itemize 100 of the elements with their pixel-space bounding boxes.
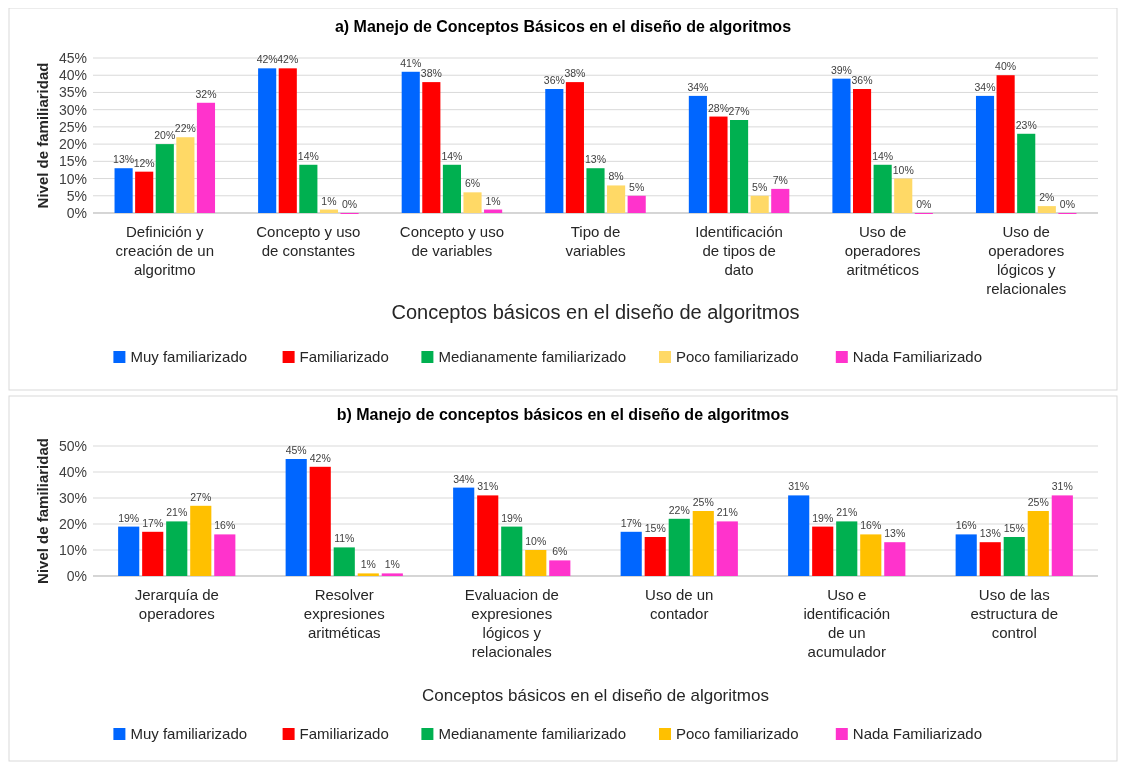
y-tick-label: 10%: [58, 542, 87, 558]
bar: [196, 102, 216, 213]
data-label: 1%: [384, 558, 400, 571]
data-label: 21%: [836, 506, 858, 519]
legend-label: Familiarizado: [299, 348, 389, 365]
data-label: 23%: [1015, 118, 1037, 131]
bar: [401, 71, 420, 213]
data-label: 38%: [420, 67, 442, 80]
data-label: 41%: [400, 56, 422, 69]
bar: [709, 116, 728, 213]
bar: [716, 521, 738, 576]
y-tick-label: 0%: [66, 205, 87, 221]
bar: [299, 164, 318, 213]
bar: [357, 573, 379, 576]
legend-label: Nada Familiarizado: [852, 348, 983, 365]
legend-label: Poco familiarizado: [676, 725, 799, 742]
bar: [190, 505, 212, 576]
data-label: 16%: [955, 519, 977, 532]
bar: [463, 192, 482, 213]
data-label: 17%: [142, 516, 164, 529]
bar: [627, 195, 646, 213]
bar: [565, 82, 584, 213]
data-label: 17%: [620, 516, 642, 529]
data-label: 36%: [543, 74, 565, 86]
bar: [1027, 511, 1049, 576]
bar: [525, 550, 547, 576]
data-label: 22%: [174, 122, 196, 135]
data-label: 27%: [190, 490, 212, 503]
x-tick-label: Jerarquía de operadores: [134, 586, 219, 622]
bar: [894, 178, 913, 213]
data-label: 25%: [1027, 496, 1049, 508]
x-tick-label: Uso e identificación de un acumulador: [803, 586, 891, 660]
bar: [258, 68, 277, 213]
y-axis-title: Nivel de familiaridad: [34, 438, 51, 584]
data-label: 13%: [584, 153, 607, 166]
bar: [278, 68, 297, 213]
bar: [422, 82, 441, 213]
data-label: 8%: [608, 170, 624, 183]
data-label: 31%: [477, 480, 499, 493]
data-label: 10%: [892, 163, 914, 176]
bar: [545, 89, 564, 213]
bar: [477, 495, 499, 576]
x-tick-label: Definición y creación de un algoritmo: [115, 223, 214, 278]
y-tick-label: 45%: [58, 50, 87, 66]
data-label: 13%: [979, 527, 1001, 540]
data-label: 0%: [1059, 198, 1075, 210]
y-tick-label: 5%: [66, 187, 87, 204]
data-label: 36%: [851, 74, 873, 86]
bar: [668, 518, 690, 576]
bar: [955, 534, 977, 576]
data-label: 15%: [1003, 522, 1025, 534]
data-label: 14%: [297, 149, 319, 162]
bar: [788, 495, 810, 576]
data-label: 34%: [453, 472, 475, 485]
chart-title: a) Manejo de Conceptos Básicos en el diseño de algoritmos: [334, 18, 792, 35]
bar: [1051, 495, 1073, 576]
x-tick-label: Evaluacion de expresiones lógicos y relacionales: [464, 586, 559, 660]
bar: [644, 537, 666, 576]
data-label: 19%: [501, 511, 523, 524]
bar: [852, 89, 872, 213]
data-label: 14%: [441, 149, 463, 162]
data-label: 21%: [716, 506, 738, 519]
x-tick-label: Identificación de tipos de dato: [695, 223, 783, 278]
data-label: 13%: [884, 527, 906, 540]
data-label: 0%: [916, 198, 932, 210]
legend-label: Medianamente familiarizado: [438, 348, 627, 365]
x-tick-label: Uso de un contador: [645, 586, 714, 622]
data-label: 16%: [214, 519, 236, 532]
legend-label: Muy familiarizado: [130, 725, 248, 742]
x-tick-label: Uso de operadores aritméticos: [844, 223, 921, 278]
bar: [620, 531, 642, 576]
x-tick-label: Tipo de variables: [565, 223, 626, 259]
y-tick-label: 20%: [58, 516, 87, 532]
bar: [730, 120, 749, 213]
legend-label: Nada Familiarizado: [852, 725, 983, 742]
data-label: 42%: [277, 53, 299, 66]
y-tick-label: 30%: [58, 490, 87, 506]
data-label: 19%: [812, 511, 834, 524]
y-tick-label: 10%: [58, 170, 87, 187]
data-label: 1%: [321, 194, 337, 207]
x-tick-label: Uso de las estructura de control: [970, 586, 1059, 641]
legend-label: Poco familiarizado: [676, 348, 799, 365]
bar: [860, 534, 882, 576]
y-tick-label: 50%: [58, 438, 87, 454]
bar: [750, 195, 769, 213]
y-tick-label: 20%: [58, 136, 87, 153]
bar: [996, 75, 1015, 213]
data-label: 2%: [1039, 191, 1055, 204]
chart-title: b) Manejo de conceptos básicos en el diseño de algoritmos: [336, 406, 790, 423]
data-label: 15%: [644, 522, 666, 534]
bar: [166, 521, 188, 576]
bar: [114, 168, 133, 213]
data-label: 31%: [1051, 480, 1073, 493]
data-label: 25%: [692, 496, 714, 508]
data-label: 38%: [564, 67, 586, 80]
bar: [1037, 206, 1056, 213]
bar: [285, 459, 307, 576]
bar: [688, 95, 707, 213]
data-label: 20%: [154, 129, 176, 142]
bar: [135, 171, 154, 213]
